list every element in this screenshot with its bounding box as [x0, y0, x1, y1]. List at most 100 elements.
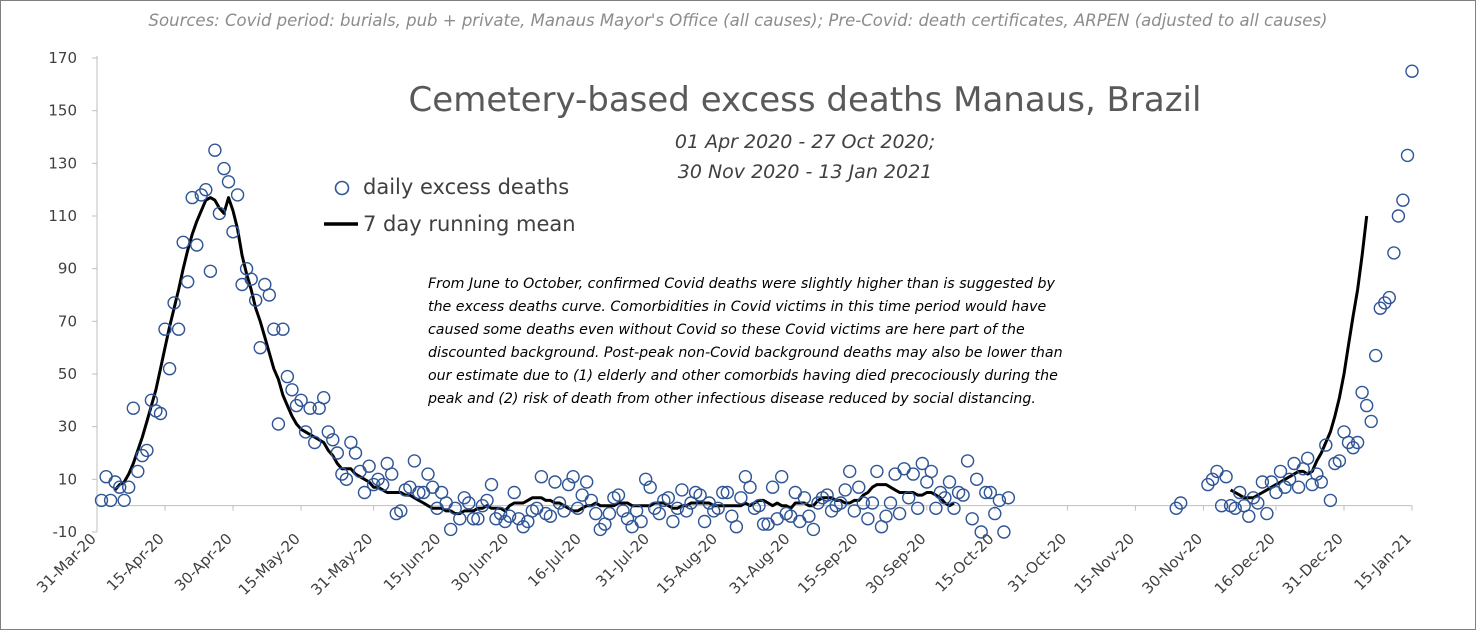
data-point	[942, 475, 957, 489]
data-point	[425, 480, 440, 494]
data-point	[326, 433, 340, 447]
data-point	[956, 488, 970, 502]
data-point	[162, 362, 177, 376]
y-tick-label: 150	[48, 102, 77, 120]
legend-entry-running-mean: 7 day running mean	[363, 212, 576, 236]
chart-subtitle-line-2: 30 Nov 2020 - 13 Jan 2021	[677, 161, 933, 183]
x-tick-label: 31-Jul-20	[592, 530, 653, 591]
x-tick-label: 15-Apr-20	[103, 530, 168, 595]
data-point	[453, 512, 467, 526]
y-tick-label: 90	[58, 260, 77, 278]
annotation-box: From June to October, confirmed Covid de…	[428, 273, 1168, 411]
data-point	[1405, 64, 1419, 78]
data-point	[770, 512, 784, 526]
data-point	[861, 512, 875, 526]
data-point	[276, 322, 290, 336]
data-point	[135, 448, 150, 463]
data-point	[915, 456, 929, 471]
data-point	[693, 488, 707, 502]
data-point	[253, 341, 267, 355]
x-tick-label: 15-Sep-20	[794, 530, 861, 597]
data-point	[589, 506, 603, 521]
data-point	[471, 512, 485, 526]
source-note: Sources: Covid period: burials, pub + pr…	[148, 11, 1328, 30]
data-point	[108, 475, 122, 489]
annotation-line-1: From June to October, confirmed Covid de…	[428, 276, 1055, 292]
data-point	[902, 491, 916, 505]
data-point	[1346, 441, 1360, 455]
data-point	[480, 493, 494, 508]
data-point	[548, 475, 562, 489]
y-tick-label: 30	[58, 418, 77, 436]
data-point	[140, 443, 154, 458]
data-point	[970, 472, 984, 486]
data-point	[444, 522, 458, 537]
running-mean-line	[1229, 215, 1369, 500]
data-point	[720, 485, 734, 500]
x-tick-label: 15-Nov-20	[1070, 530, 1138, 598]
data-point	[1328, 456, 1342, 471]
data-point	[1001, 491, 1016, 505]
data-point	[883, 496, 898, 510]
data-point	[493, 506, 508, 521]
data-point	[793, 514, 807, 529]
data-point	[131, 464, 145, 479]
data-point	[1300, 451, 1315, 465]
y-tick-label: 130	[48, 154, 77, 172]
data-point	[103, 493, 118, 508]
legend-line-icon	[324, 222, 358, 226]
data-point	[734, 491, 748, 505]
legend-entry-daily-excess-deaths: daily excess deaths	[363, 175, 570, 199]
data-point	[679, 504, 694, 518]
data-point	[208, 143, 222, 157]
data-point	[308, 435, 322, 450]
data-point	[806, 522, 821, 537]
data-point	[670, 501, 685, 515]
data-point	[543, 509, 558, 523]
data-point	[897, 462, 911, 476]
data-point	[552, 496, 567, 510]
data-point	[507, 485, 521, 500]
annotation-line-2: the excess deaths curve. Comorbidities i…	[428, 299, 1047, 315]
data-point	[856, 496, 870, 510]
x-tick-label: 16-Dec-20	[1211, 530, 1279, 598]
data-point	[1332, 454, 1347, 468]
data-point	[1314, 475, 1329, 489]
data-point	[158, 322, 172, 336]
data-point	[643, 480, 657, 494]
data-point	[652, 506, 666, 521]
data-point	[376, 477, 390, 492]
data-point	[752, 499, 766, 513]
x-tick-label: 15-Aug-20	[653, 530, 721, 598]
data-point	[843, 464, 857, 479]
data-point	[602, 506, 617, 521]
data-point	[176, 235, 190, 250]
data-point	[1391, 209, 1406, 223]
data-point	[117, 493, 131, 508]
data-point	[267, 322, 281, 336]
data-point	[190, 238, 204, 252]
data-point	[571, 501, 585, 515]
x-tick-label: 30-Jun-20	[448, 530, 513, 595]
x-tick-label: 16-Jul-20	[524, 530, 585, 591]
data-point	[112, 480, 127, 494]
data-point	[820, 488, 834, 502]
data-point	[203, 264, 218, 278]
data-point	[226, 225, 240, 239]
data-point	[788, 485, 802, 500]
data-point	[965, 512, 979, 526]
data-point	[938, 491, 952, 505]
data-point	[1260, 506, 1274, 521]
data-point	[221, 175, 236, 189]
data-point	[421, 467, 435, 481]
data-point	[802, 509, 816, 523]
data-point	[1396, 193, 1410, 207]
data-point	[865, 496, 880, 510]
data-point	[1242, 509, 1256, 523]
data-point	[561, 477, 576, 492]
annotation-line-4: discounted background. Post-peak non-Cov…	[428, 345, 1063, 361]
data-point	[303, 401, 317, 415]
legend-marker-circle-icon	[334, 180, 350, 196]
data-point	[1205, 472, 1220, 486]
data-point	[439, 496, 453, 510]
